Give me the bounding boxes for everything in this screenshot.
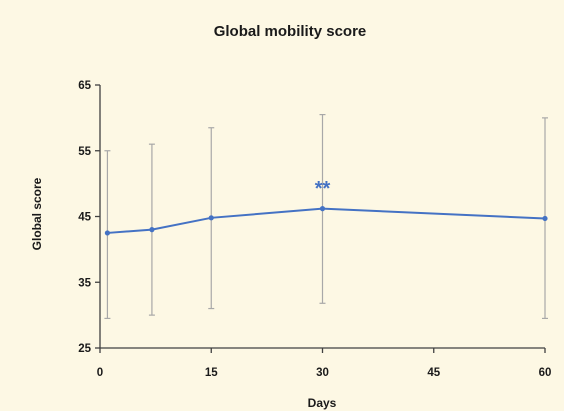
data-point: [542, 215, 548, 222]
x-tick-label: 15: [205, 367, 218, 379]
series-group: [104, 206, 548, 236]
y-tick-label: 55: [78, 146, 91, 158]
data-point: [104, 230, 111, 236]
y-axis-label: Global score: [30, 177, 44, 250]
significance-annotation: **: [315, 178, 331, 200]
y-tick-label: 65: [78, 80, 91, 92]
x-tick-label: 60: [539, 367, 552, 379]
x-tick-label: 30: [316, 367, 329, 379]
y-tick-label: 45: [78, 212, 91, 224]
data-point: [319, 206, 326, 212]
annotations: **: [315, 178, 331, 200]
y-tick-label: 35: [78, 277, 91, 289]
y-tick-label: 25: [78, 343, 91, 355]
chart-title: Global mobility score: [214, 23, 367, 40]
x-tick-label: 45: [427, 367, 440, 379]
x-axis-label: Days: [308, 396, 337, 410]
axes: 25 35 45 55 65 0 15 30 45 60: [78, 80, 551, 379]
data-point: [208, 215, 214, 221]
series-line: [107, 207, 546, 234]
x-tick-label: 0: [97, 367, 103, 379]
data-point: [149, 227, 155, 233]
